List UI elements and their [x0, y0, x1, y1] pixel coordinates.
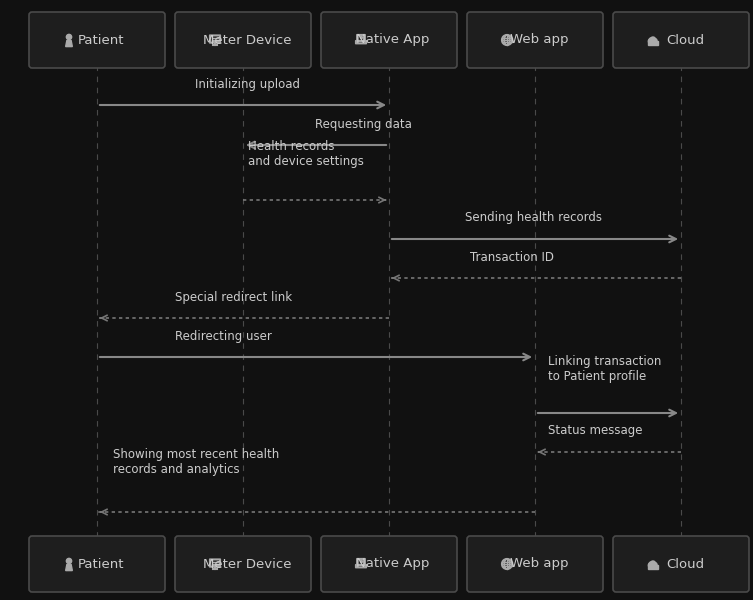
Text: Requesting data: Requesting data — [315, 118, 412, 131]
Text: Linking transaction
to Patient profile: Linking transaction to Patient profile — [548, 355, 661, 383]
FancyBboxPatch shape — [613, 12, 749, 68]
Text: Native App: Native App — [356, 557, 430, 571]
Text: Status message: Status message — [548, 424, 642, 437]
Text: Transaction ID: Transaction ID — [470, 251, 554, 264]
FancyBboxPatch shape — [467, 12, 603, 68]
Text: Cloud: Cloud — [666, 34, 704, 46]
Text: Special redirect link: Special redirect link — [175, 291, 292, 304]
Polygon shape — [66, 565, 72, 571]
FancyBboxPatch shape — [29, 12, 165, 68]
Text: Showing most recent health
records and analytics: Showing most recent health records and a… — [113, 448, 279, 476]
Text: Web app: Web app — [510, 34, 569, 46]
Circle shape — [66, 34, 72, 40]
Text: Initializing upload: Initializing upload — [195, 78, 300, 91]
FancyBboxPatch shape — [175, 536, 311, 592]
Text: Meter Device: Meter Device — [203, 34, 291, 46]
Text: Redirecting user: Redirecting user — [175, 330, 272, 343]
FancyBboxPatch shape — [613, 536, 749, 592]
Circle shape — [652, 38, 657, 44]
Polygon shape — [66, 41, 72, 47]
Text: Patient: Patient — [78, 557, 124, 571]
Text: Patient: Patient — [78, 34, 124, 46]
Circle shape — [651, 561, 655, 566]
Text: Native App: Native App — [356, 34, 430, 46]
FancyBboxPatch shape — [467, 536, 603, 592]
Circle shape — [651, 37, 655, 42]
Circle shape — [66, 559, 72, 563]
Text: Cloud: Cloud — [666, 557, 704, 571]
FancyBboxPatch shape — [321, 12, 457, 68]
Text: Web app: Web app — [510, 557, 569, 571]
Circle shape — [648, 562, 655, 568]
Circle shape — [648, 39, 652, 43]
FancyBboxPatch shape — [321, 536, 457, 592]
Circle shape — [652, 562, 657, 568]
Text: Sending health records: Sending health records — [465, 211, 602, 224]
Text: Health records
and device settings: Health records and device settings — [248, 140, 364, 168]
Text: Meter Device: Meter Device — [203, 557, 291, 571]
Bar — [648, 565, 657, 569]
Circle shape — [648, 38, 655, 44]
Circle shape — [648, 563, 652, 567]
FancyBboxPatch shape — [29, 536, 165, 592]
Bar — [648, 41, 657, 45]
FancyBboxPatch shape — [175, 12, 311, 68]
